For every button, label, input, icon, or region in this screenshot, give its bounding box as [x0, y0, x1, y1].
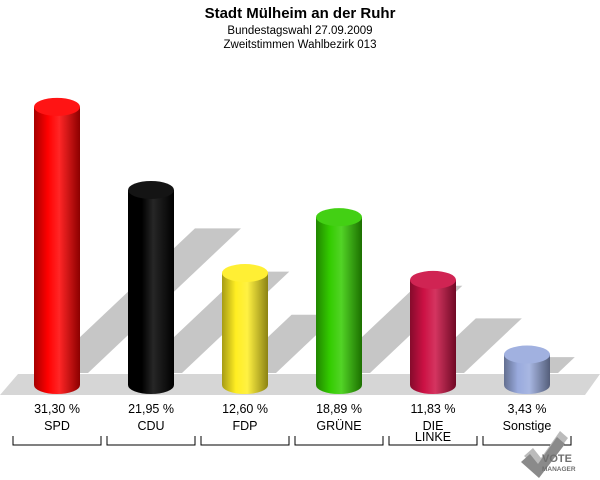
value-label: 12,60 % — [222, 402, 268, 416]
category-bracket — [482, 436, 572, 446]
bar-body — [504, 354, 550, 394]
bar-top-cap — [34, 97, 80, 116]
category-label: GRÜNE — [316, 419, 361, 433]
value-label: 18,89 % — [316, 402, 362, 416]
chart-subtitle-district: Zweitstimmen Wahlbezirk 013 — [224, 39, 377, 51]
checkmark-icon — [521, 431, 568, 478]
bar-body — [410, 279, 456, 394]
bar-shadows — [42, 228, 575, 373]
chart-subtitle-election: Bundestagswahl 27.09.2009 — [227, 25, 372, 37]
value-label: 31,30 % — [34, 402, 80, 416]
value-label: 3,43 % — [508, 402, 547, 416]
category-bracket — [106, 436, 196, 446]
chart-title: Stadt Mülheim an der Ruhr — [205, 5, 396, 22]
bar-top-cap — [410, 270, 456, 289]
category-label: Sonstige — [503, 419, 552, 433]
bar-fdp — [222, 264, 268, 394]
bar-cdu — [128, 180, 174, 394]
logo-manager-text: MANAGER — [542, 466, 576, 473]
value-labels: 31,30 % 21,95 % 12,60 % 18,89 % 11,83 % 3,43 … — [34, 402, 546, 416]
category-bracket — [12, 436, 102, 446]
logo-vote-text: VOTE — [542, 453, 572, 465]
bar-grüne — [316, 208, 362, 394]
value-label: 11,83 % — [411, 402, 456, 416]
bar-body — [316, 217, 362, 394]
bar-die-linke — [410, 270, 456, 394]
bar-top-cap — [504, 345, 550, 364]
bar-spd — [34, 97, 80, 395]
category-label: DIE — [423, 419, 444, 433]
bars — [34, 97, 550, 395]
category-bracket — [200, 436, 290, 446]
category-brackets — [12, 436, 572, 446]
bar-body — [128, 189, 174, 394]
bar-body — [222, 273, 268, 394]
category-label: FDP — [233, 419, 258, 433]
category-label: LINKE — [415, 430, 451, 444]
category-bracket — [388, 436, 478, 446]
category-bracket — [294, 436, 384, 446]
bar-sonstige — [504, 345, 550, 394]
vote-manager-logo: VOTE MANAGER — [521, 431, 576, 478]
bar-top-cap — [316, 208, 362, 227]
bar-body — [34, 106, 80, 395]
category-label: SPD — [44, 419, 70, 433]
bar-top-cap — [128, 180, 174, 199]
bar-top-cap — [222, 264, 268, 283]
category-label: CDU — [137, 419, 164, 433]
value-label: 21,95 % — [128, 402, 174, 416]
